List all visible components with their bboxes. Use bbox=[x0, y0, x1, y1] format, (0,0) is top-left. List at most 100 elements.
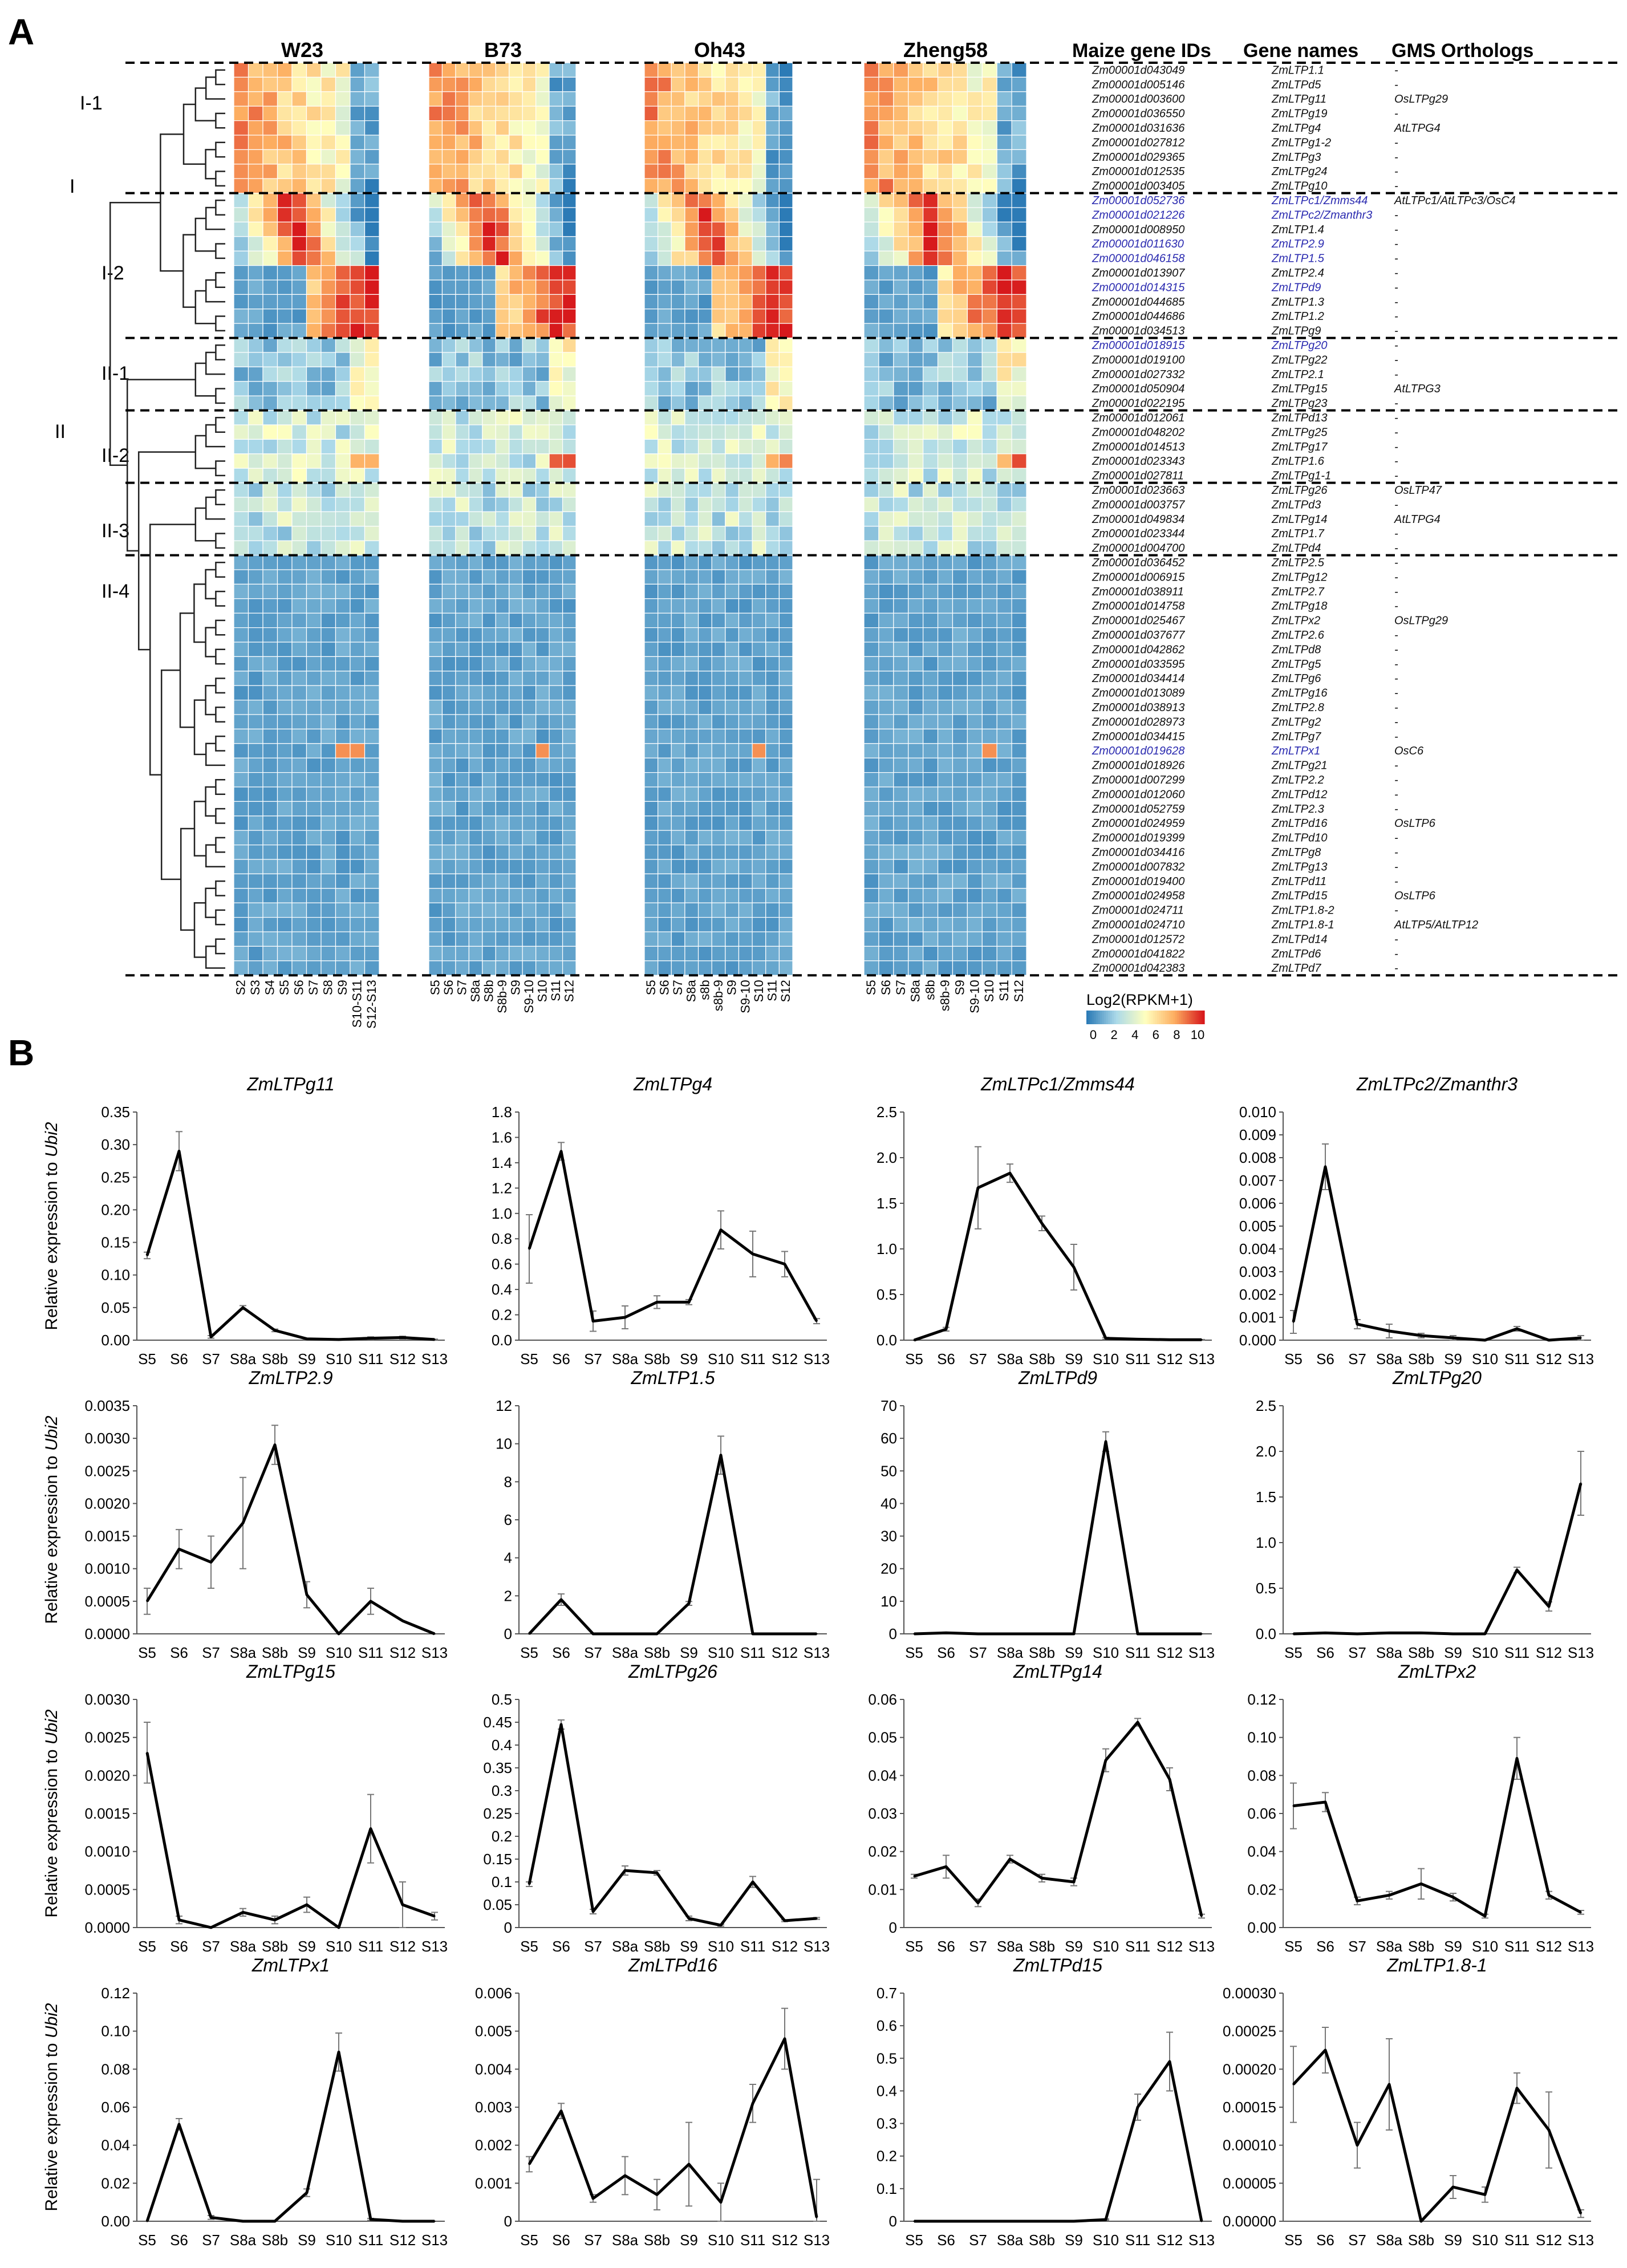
heatmap-cell bbox=[765, 337, 780, 353]
data-point bbox=[1548, 2129, 1550, 2131]
data-point bbox=[688, 1301, 690, 1303]
x-tick-label: S7 bbox=[202, 1350, 220, 1368]
heatmap-cell bbox=[482, 149, 496, 165]
x-tick-label: S5 bbox=[138, 1350, 156, 1368]
gms-ortholog: - bbox=[1394, 904, 1398, 917]
heatmap-cell bbox=[455, 482, 469, 498]
gene-id: Zm00001d052736 bbox=[1092, 194, 1185, 207]
heatmap-cell bbox=[350, 815, 366, 831]
heatmap-cell bbox=[277, 76, 293, 92]
heatmap-cell bbox=[335, 409, 351, 425]
heatmap-cell bbox=[697, 62, 712, 78]
heatmap-cell bbox=[233, 178, 249, 194]
heatmap-cell bbox=[262, 714, 278, 729]
x-tick-label: S8b bbox=[262, 1938, 288, 1955]
heatmap-cell bbox=[306, 526, 322, 541]
x-tick-label: S7 bbox=[202, 1644, 220, 1661]
heatmap-cell bbox=[923, 453, 939, 469]
x-tick-label: S11 bbox=[358, 1938, 383, 1955]
heatmap-cell bbox=[291, 786, 307, 802]
heatmap-cell bbox=[291, 859, 307, 874]
heatmap-cell bbox=[428, 888, 443, 903]
heatmap-cell bbox=[364, 453, 380, 469]
data-point bbox=[1420, 1632, 1422, 1634]
heatmap-cell bbox=[711, 250, 726, 266]
data-point bbox=[688, 1917, 690, 1920]
heatmap-cell bbox=[262, 91, 278, 107]
heatmap-cell bbox=[765, 207, 780, 222]
legend-swatch bbox=[1126, 1011, 1129, 1024]
gene-name: ZmLTP2.7 bbox=[1271, 586, 1325, 598]
heatmap-cell bbox=[908, 323, 924, 339]
heatmap-cell bbox=[644, 91, 659, 107]
heatmap-cell bbox=[364, 76, 380, 92]
legend-swatch bbox=[1137, 1011, 1140, 1024]
heatmap-cell bbox=[878, 106, 894, 121]
heatmap-cell bbox=[684, 221, 699, 237]
heatmap-cell bbox=[549, 859, 563, 874]
heatmap-cell bbox=[908, 612, 924, 628]
heatmap-cell bbox=[937, 728, 954, 744]
heatmap-cell bbox=[711, 323, 726, 339]
data-point bbox=[752, 1881, 754, 1883]
heatmap-cell bbox=[233, 279, 249, 295]
heatmap-cell bbox=[468, 844, 483, 860]
heatmap-cell bbox=[455, 76, 469, 92]
heatmap-cell bbox=[893, 714, 909, 729]
data-point bbox=[528, 1883, 530, 1885]
heatmap-cell bbox=[306, 743, 322, 758]
gene-name: ZmLTPd5 bbox=[1271, 79, 1321, 91]
heatmap-cell bbox=[549, 888, 563, 903]
heatmap-cell bbox=[364, 916, 380, 932]
heatmap-cell bbox=[522, 526, 537, 541]
heatmap-cell bbox=[658, 164, 672, 179]
heatmap-cell bbox=[428, 902, 443, 918]
gms-ortholog: - bbox=[1394, 470, 1398, 482]
heatmap-cell bbox=[863, 960, 879, 976]
x-tick-label: S9 bbox=[1065, 1644, 1083, 1661]
y-tick-label: 30 bbox=[881, 1528, 897, 1545]
x-tick-label: S11 bbox=[358, 1644, 383, 1661]
heatmap-cell bbox=[262, 294, 278, 310]
heatmap-cell bbox=[335, 482, 351, 498]
heatmap-cell bbox=[320, 671, 336, 686]
data-point bbox=[1137, 1338, 1139, 1340]
heatmap-cell bbox=[863, 583, 879, 599]
dendrogram-branch bbox=[215, 243, 225, 259]
y-tick-label: 1.2 bbox=[492, 1179, 512, 1196]
heatmap-cell bbox=[765, 960, 780, 976]
heatmap-cell bbox=[306, 699, 322, 715]
heatmap-cell bbox=[320, 279, 336, 295]
heatmap-cell bbox=[878, 265, 894, 281]
data-point bbox=[977, 1633, 979, 1635]
heatmap-cell bbox=[671, 381, 685, 396]
heatmap-cell bbox=[981, 931, 997, 947]
heatmap-cell bbox=[495, 815, 510, 831]
heatmap-cell bbox=[320, 699, 336, 715]
heatmap-cell bbox=[684, 554, 699, 570]
heatmap-cell bbox=[863, 540, 879, 556]
heatmap-cell bbox=[428, 309, 443, 324]
heatmap-cell bbox=[320, 685, 336, 701]
data-point bbox=[1105, 1337, 1107, 1340]
heatmap-cell bbox=[981, 323, 997, 339]
heatmap-cell bbox=[248, 236, 263, 251]
heatmap-cell bbox=[522, 801, 537, 817]
strain-title-oh43: Oh43 bbox=[694, 38, 745, 62]
heatmap-cell bbox=[1011, 497, 1027, 512]
heatmap-cell bbox=[923, 439, 939, 455]
heatmap-cell bbox=[967, 193, 983, 208]
heatmap-cell bbox=[908, 960, 924, 976]
heatmap-cell bbox=[908, 511, 924, 527]
heatmap-cell bbox=[863, 91, 879, 107]
heatmap-cell bbox=[562, 801, 577, 817]
heatmap-cell bbox=[291, 250, 307, 266]
heatmap-cell bbox=[277, 207, 293, 222]
dendrogram-branch bbox=[205, 887, 216, 918]
data-point bbox=[592, 2197, 594, 2200]
heatmap-cell bbox=[923, 598, 939, 614]
heatmap-cell bbox=[262, 352, 278, 367]
heatmap-cell bbox=[350, 62, 366, 78]
data-point bbox=[178, 1150, 180, 1153]
heatmap-cell bbox=[967, 395, 983, 411]
